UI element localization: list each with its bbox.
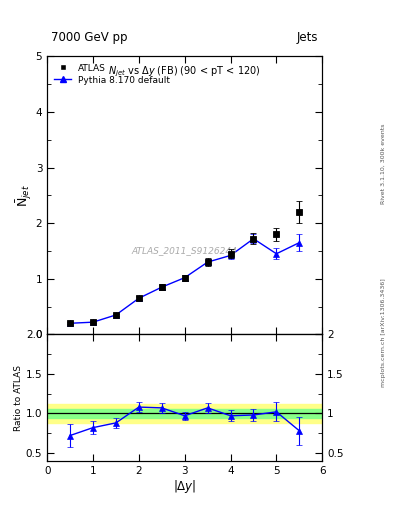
Text: 7000 GeV pp: 7000 GeV pp [51,31,128,44]
Y-axis label: Ratio to ATLAS: Ratio to ATLAS [14,365,23,431]
Text: $N_{jet}$ vs $\Delta y$ (FB) (90 < pT < 120): $N_{jet}$ vs $\Delta y$ (FB) (90 < pT < … [108,65,261,79]
Y-axis label: $\mathregular{\bar{N}}_{jet}$: $\mathregular{\bar{N}}_{jet}$ [15,184,34,207]
Text: ATLAS_2011_S9126244: ATLAS_2011_S9126244 [132,246,238,255]
Text: mcplots.cern.ch [arXiv:1306.3436]: mcplots.cern.ch [arXiv:1306.3436] [381,279,386,387]
Text: Jets: Jets [297,31,318,44]
Bar [47,409,322,418]
Bar [47,404,322,423]
Legend: ATLAS, Pythia 8.170 default: ATLAS, Pythia 8.170 default [51,61,173,87]
X-axis label: $|\Delta y|$: $|\Delta y|$ [173,478,196,496]
Text: Rivet 3.1.10, 300k events: Rivet 3.1.10, 300k events [381,123,386,204]
